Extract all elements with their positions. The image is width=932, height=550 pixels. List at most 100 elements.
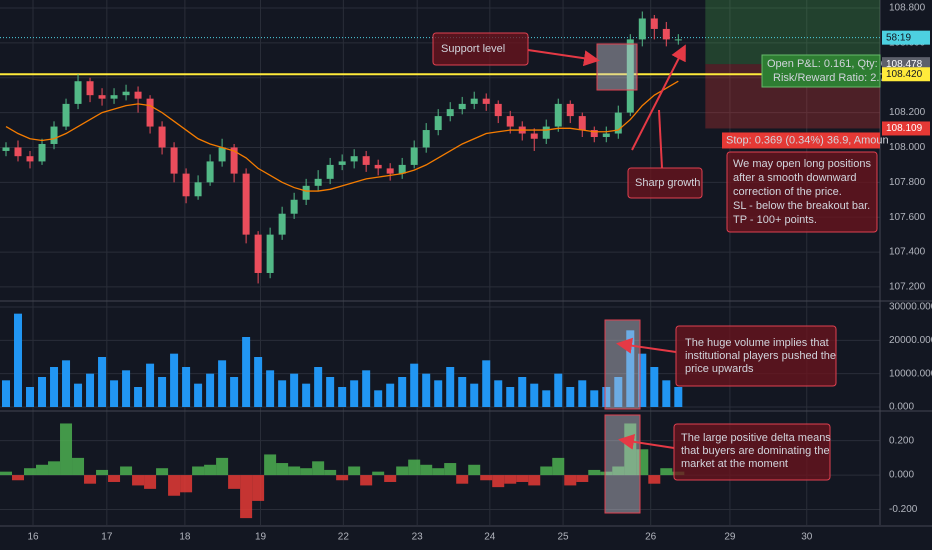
volume-bar (566, 387, 575, 407)
candle-body (98, 95, 106, 99)
volume-bar (98, 357, 107, 407)
candle-body (530, 133, 538, 139)
y-tick-label: 0.000 (889, 470, 914, 481)
candle-body (50, 126, 58, 144)
delta-bar (648, 475, 661, 484)
delta-bar (372, 471, 385, 476)
overlay-layer: Open P&L: 0.161, Qty: 67 Risk/Reward Rati… (722, 30, 930, 149)
candle-body (446, 109, 454, 117)
candle-body (122, 91, 130, 96)
note-text: institutional players pushed the (685, 350, 836, 362)
delta-bar (132, 475, 145, 486)
delta-bar (144, 475, 157, 489)
candle-body (230, 147, 238, 174)
note-box (726, 151, 878, 233)
x-tick-label: 22 (338, 532, 350, 543)
volume-bar (410, 363, 419, 407)
y-tick-label: 10000.000 (889, 368, 932, 379)
volume-bar (518, 377, 527, 407)
x-tick-label: 18 (179, 532, 191, 543)
candle-body (194, 182, 202, 197)
delta-bar (600, 471, 613, 476)
delta-bar (468, 464, 481, 476)
volume-bar (506, 387, 515, 407)
target-zone (705, 0, 880, 65)
pnl-box (761, 54, 881, 88)
y-tick-label: 108.200 (889, 107, 926, 118)
delta-bar (312, 461, 325, 476)
volume-bar (494, 380, 503, 407)
note-box (673, 423, 831, 481)
candle-body (374, 164, 382, 169)
delta-bar (24, 468, 37, 476)
volume-bar (182, 367, 191, 407)
arrow (618, 433, 675, 450)
volume-bar (638, 353, 647, 407)
candle-body (614, 112, 622, 134)
delta-bar (504, 475, 517, 484)
delta-bar (252, 475, 265, 501)
delta-bar (36, 464, 49, 476)
x-tick-label: 16 (27, 532, 39, 543)
delta-bar (48, 461, 61, 476)
volume-bar (170, 353, 179, 407)
delta-bar (204, 464, 217, 476)
volume-bar (326, 377, 335, 407)
y-tick-label: 108.800 (889, 3, 926, 14)
delta-bar (192, 466, 205, 476)
candle-body (110, 95, 118, 99)
candle-body (554, 103, 562, 127)
candle-body (182, 173, 190, 197)
candle-body (482, 98, 490, 104)
delta-bar (264, 454, 277, 476)
candle-body (662, 28, 670, 40)
y-tick-label: -0.200 (889, 504, 918, 515)
candle-body (650, 18, 658, 29)
delta-bar (492, 475, 505, 488)
candle-body (350, 156, 358, 162)
y-tick-label: 30000.000 (889, 302, 932, 313)
candle-body (86, 81, 94, 96)
candle-body (362, 156, 370, 165)
candle-body (314, 178, 322, 186)
volume-bar (38, 377, 47, 407)
arrow (658, 109, 663, 169)
candle-body (158, 126, 166, 148)
candle-body (578, 116, 586, 131)
delta-bar (396, 466, 409, 476)
delta-bar (276, 463, 289, 476)
volume-bar (422, 373, 431, 407)
x-tick-label: 23 (412, 532, 424, 543)
candle-body (566, 103, 574, 117)
volume-bar (14, 313, 23, 407)
delta-bar (420, 464, 433, 476)
note-text: We may open long positions (733, 158, 871, 170)
candle-body (326, 164, 334, 179)
volume-bar (230, 377, 239, 407)
pnl-text: Open P&L: 0.161, Qty: 67 (767, 58, 893, 70)
candle-body (626, 39, 634, 113)
delta-bar (84, 475, 97, 484)
delta-bar (552, 457, 565, 476)
candle-body (458, 103, 466, 110)
candle-body (638, 18, 646, 40)
delta-bar (564, 475, 577, 486)
delta-bar (180, 475, 193, 493)
volume-bar (374, 390, 383, 407)
x-tick-label: 25 (557, 532, 569, 543)
y-tick-label: 20000.000 (889, 335, 932, 346)
note-text: The huge volume implies that (685, 337, 829, 349)
delta-bar (540, 466, 553, 476)
candle-body (386, 168, 394, 174)
candle-body (410, 147, 418, 165)
candle-body (170, 147, 178, 174)
support-label: 108.420 (886, 69, 923, 80)
x-tick-label: 29 (724, 532, 736, 543)
stop-label: 108.109 (886, 123, 923, 134)
x-tick-label: 30 (801, 532, 813, 543)
volume-bar (146, 363, 155, 407)
support-label-box (882, 67, 930, 82)
delta-bar (60, 423, 73, 476)
volume-bar (302, 383, 311, 407)
